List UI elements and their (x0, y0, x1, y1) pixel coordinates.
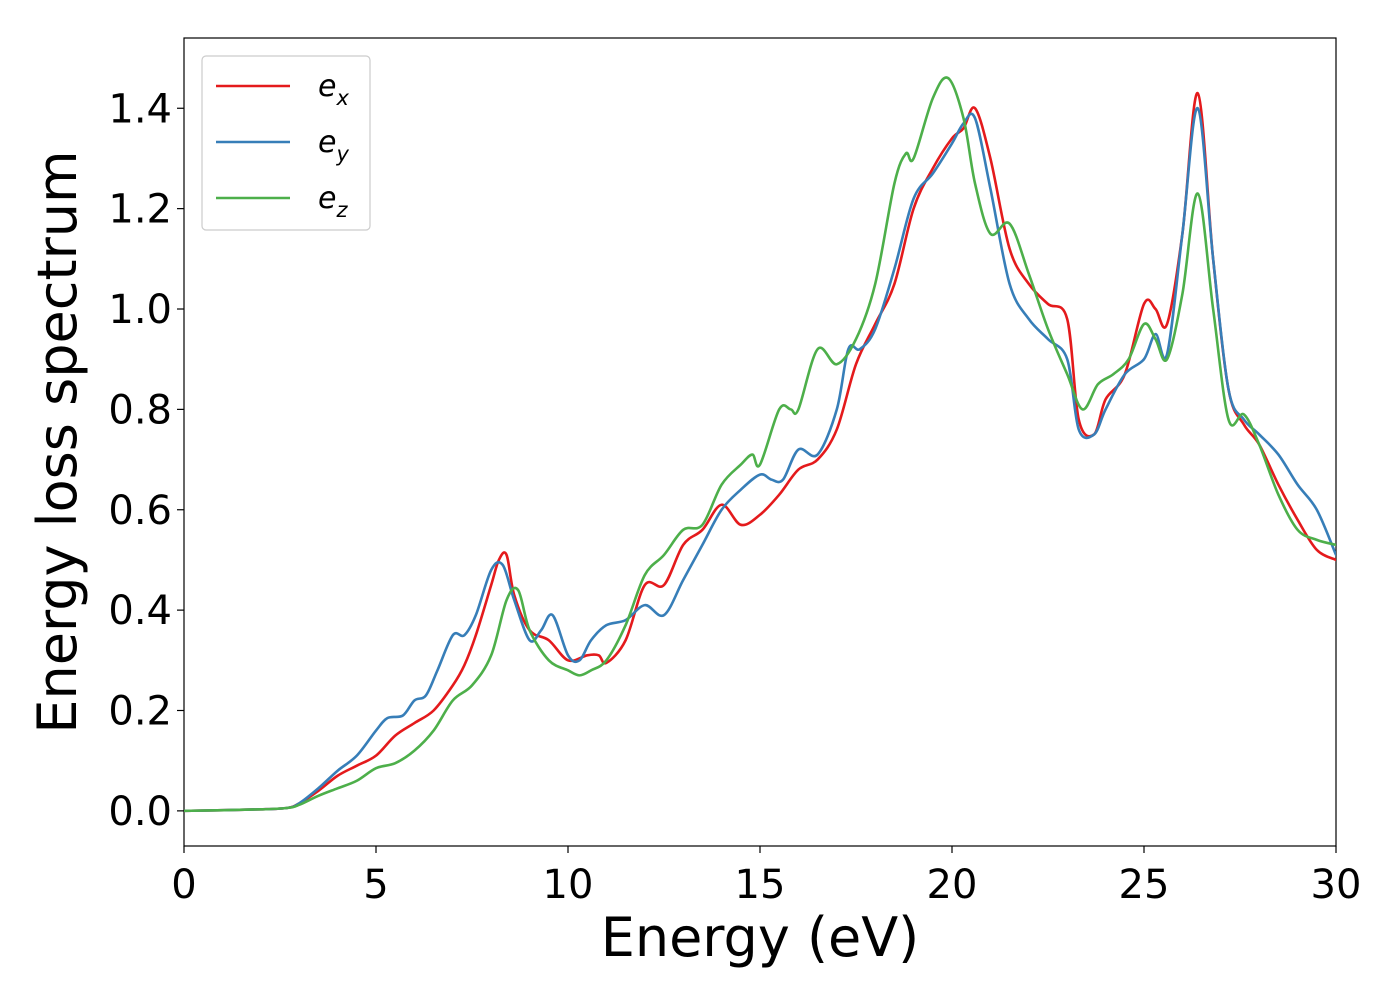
series-line-e-z (184, 76, 1336, 813)
y-tick-label: 0.8 (108, 387, 172, 433)
x-tick-label: 0 (171, 862, 196, 908)
x-axis-title: Energy (eV) (601, 906, 920, 969)
x-tick-label: 10 (543, 862, 594, 908)
y-axis-ticks: 0.0 0.2 0.4 0.6 0.8 1.0 1.2 1.4 (108, 86, 184, 835)
legend-label-e-x: ex (318, 69, 349, 110)
y-tick-label: 0.6 (108, 488, 172, 534)
y-tick-label: 1.2 (108, 187, 172, 233)
y-tick-label: 0.4 (108, 588, 172, 634)
x-tick-label: 30 (1311, 862, 1362, 908)
x-tick-label: 15 (735, 862, 786, 908)
x-tick-label: 5 (363, 862, 388, 908)
series-line-e-x (184, 91, 1336, 813)
x-tick-label: 20 (927, 862, 978, 908)
legend: ex ey ez (201, 55, 371, 231)
x-axis-ticks: 0 5 10 15 20 25 30 (171, 846, 1361, 908)
y-tick-label: 1.0 (108, 287, 172, 333)
legend-label-e-z: ez (318, 181, 348, 222)
y-tick-label: 1.4 (108, 86, 172, 132)
series-lines (184, 76, 1336, 813)
y-tick-label: 0.2 (108, 688, 172, 734)
series-line-e-y (184, 106, 1336, 813)
y-tick-label: 0.0 (108, 789, 172, 835)
plot-area (183, 37, 1337, 847)
legend-label-e-y: ey (318, 125, 349, 166)
y-axis-title: Energy loss spectrum (26, 150, 89, 733)
x-tick-label: 25 (1119, 862, 1170, 908)
